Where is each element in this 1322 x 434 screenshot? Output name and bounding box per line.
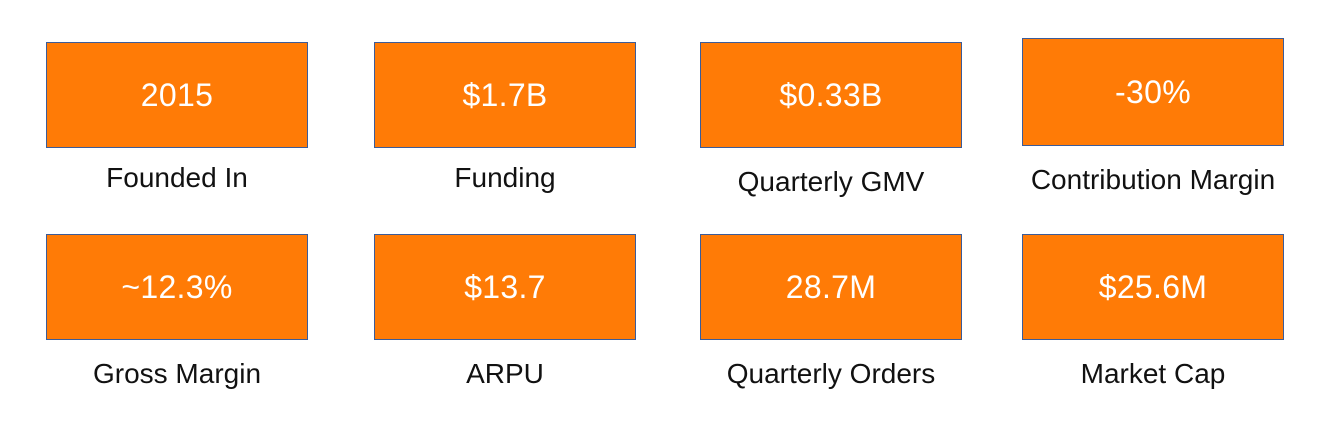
metric-value: $25.6M	[1098, 268, 1208, 305]
metric-card-quarterly-orders: 28.7M Quarterly Orders	[700, 234, 962, 390]
metric-value-box: -30%	[1022, 38, 1284, 146]
metric-value-box: $13.7	[374, 234, 636, 340]
metric-card-funding: $1.7B Funding	[374, 42, 636, 194]
metric-value-box: $0.33B	[700, 42, 962, 148]
metric-value-box: $1.7B	[374, 42, 636, 148]
metric-label: Funding	[454, 162, 556, 193]
metric-value: -30%	[1115, 73, 1191, 110]
metric-label: Quarterly GMV	[737, 166, 925, 197]
metric-label: Quarterly Orders	[726, 358, 936, 389]
metric-value: 28.7M	[785, 268, 877, 305]
metric-value: $1.7B	[462, 76, 548, 113]
metric-card-gross-margin: ~12.3% Gross Margin	[46, 234, 308, 390]
metric-card-founded-in: 2015 Founded In	[46, 42, 308, 194]
metric-value: 2015	[140, 76, 214, 113]
metric-value-box: $25.6M	[1022, 234, 1284, 340]
metric-value-box: 28.7M	[700, 234, 962, 340]
metric-card-contribution-margin: -30% Contribution Margin	[1022, 38, 1284, 196]
metric-value: ~12.3%	[121, 268, 233, 305]
metric-card-quarterly-gmv: $0.33B Quarterly GMV	[700, 42, 962, 198]
metric-label: ARPU	[466, 358, 544, 389]
metric-label: Founded In	[106, 162, 248, 193]
metric-value-box: ~12.3%	[46, 234, 308, 340]
metric-card-arpu: $13.7 ARPU	[374, 234, 636, 390]
metric-value-box: 2015	[46, 42, 308, 148]
metric-label: Contribution Margin	[1030, 164, 1276, 195]
metric-value: $13.7	[464, 268, 546, 305]
metric-label: Gross Margin	[92, 358, 262, 389]
metric-card-market-cap: $25.6M Market Cap	[1022, 234, 1284, 390]
metric-label: Market Cap	[1080, 358, 1226, 389]
metric-value: $0.33B	[779, 76, 883, 113]
